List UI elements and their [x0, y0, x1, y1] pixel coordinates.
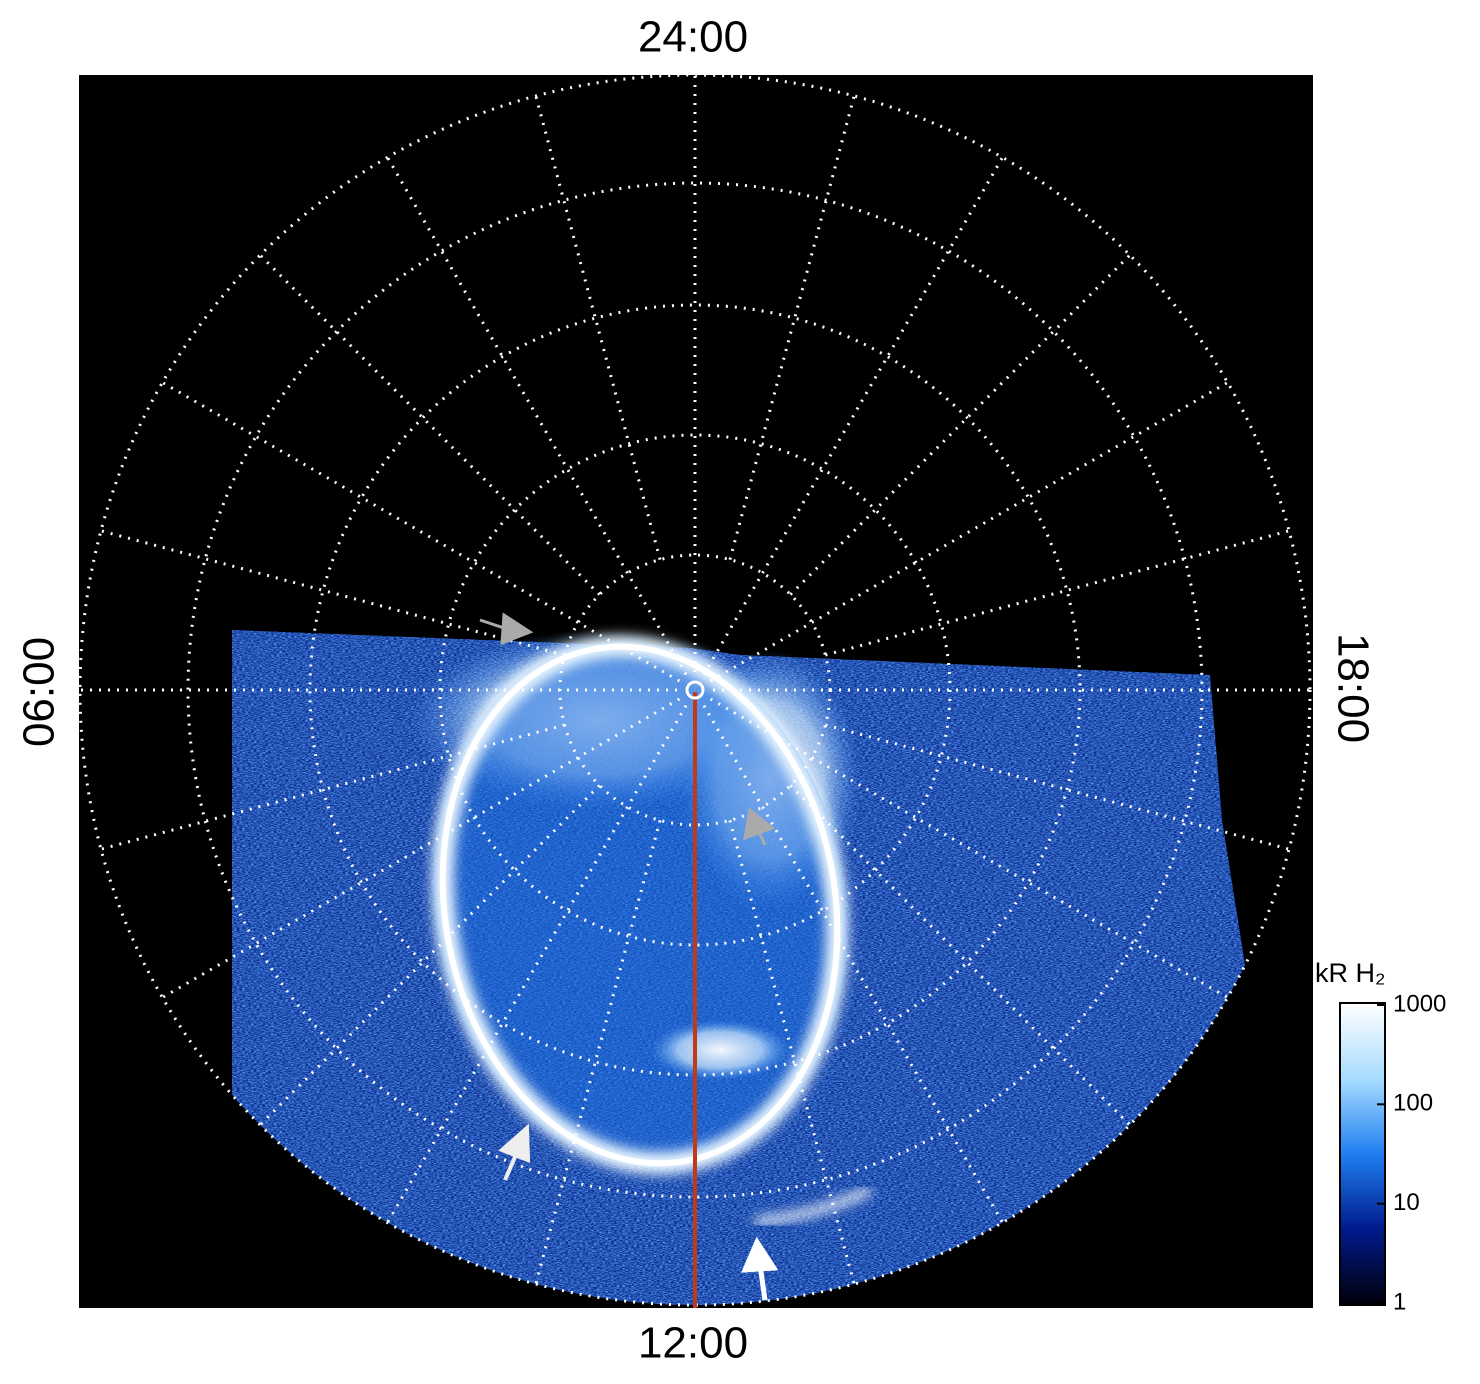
colorbar-label: kR H₂ [1315, 958, 1385, 988]
meridian [709, 381, 1229, 683]
time-label: 24:00 [638, 13, 748, 62]
arrows [479, 612, 779, 1301]
time-label: 18:00 [1328, 633, 1377, 743]
meridian [709, 697, 1229, 999]
colorbar-tick-label: 1000 [1393, 990, 1446, 1017]
meridian [702, 704, 1004, 1224]
io-footprint [754, 1186, 872, 1226]
arrow [741, 1236, 779, 1301]
bright-patch [650, 1020, 790, 1080]
meridian [702, 156, 1004, 676]
latitude-circle [186, 181, 1204, 1199]
colorbar-tick-label: 10 [1393, 1189, 1420, 1216]
time-label: 06:00 [15, 637, 64, 747]
meridian [386, 704, 688, 1224]
arrow [498, 1123, 531, 1181]
colorbar-tick-label: 1 [1393, 1288, 1406, 1315]
colorbar-tick-label: 100 [1393, 1090, 1433, 1117]
meridian [161, 697, 681, 999]
colorbar-ticks: 1 10 100 1000 [1377, 990, 1446, 1315]
meridian [161, 381, 681, 683]
time-label: 12:00 [638, 1319, 748, 1368]
aurora-image [79, 75, 1312, 1308]
latitude-circle [79, 75, 1312, 1307]
pole [685, 680, 705, 700]
meridian [386, 156, 688, 676]
arrow [743, 807, 775, 846]
main-oval-core [439, 643, 841, 1167]
colorbar [1339, 1002, 1386, 1306]
latitude-circle [438, 433, 952, 947]
arrow [479, 612, 534, 646]
